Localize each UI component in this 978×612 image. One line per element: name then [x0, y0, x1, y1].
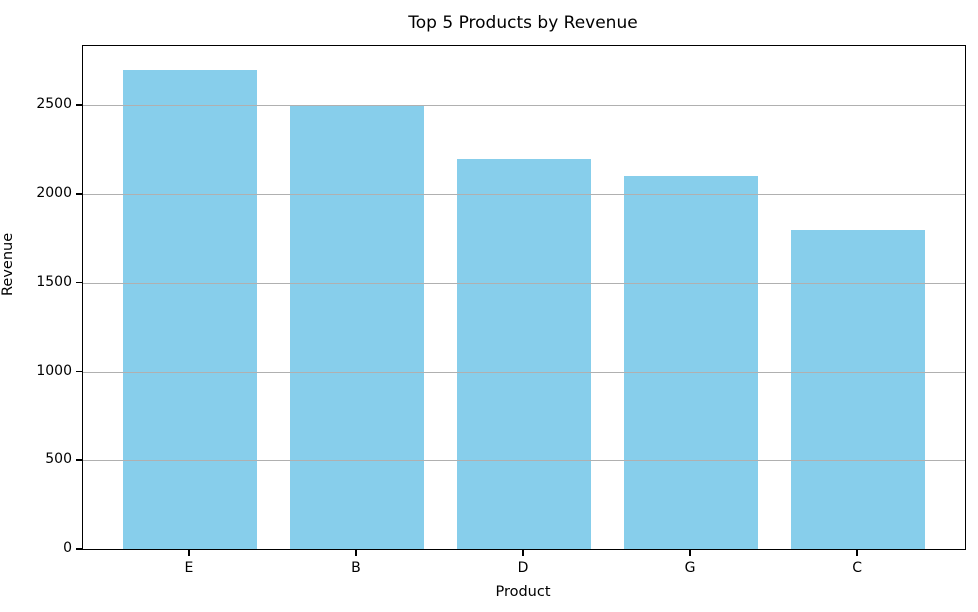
bar-C	[791, 229, 925, 549]
plot-area	[82, 45, 966, 550]
y-tick-mark	[76, 104, 82, 106]
x-tick-label-G: G	[684, 560, 696, 576]
x-tick-mark	[689, 549, 691, 556]
y-tick-label: 2000	[36, 185, 72, 202]
x-tick-mark	[355, 549, 357, 556]
gridline-y-1500	[83, 282, 965, 284]
bar-B	[290, 105, 424, 549]
y-tick-mark	[76, 459, 82, 461]
gridline-y-2000	[83, 194, 965, 196]
x-tick-mark	[188, 549, 190, 556]
gridline-y-2500	[83, 105, 965, 107]
gridline-y-500	[83, 460, 965, 462]
y-tick-mark	[76, 281, 82, 284]
x-tick-label-E: E	[184, 560, 194, 576]
chart-title: Top 5 Products by Revenue	[408, 13, 638, 33]
x-axis-label: Product	[495, 584, 551, 600]
y-tick-mark	[76, 548, 82, 550]
x-tick-mark	[522, 549, 524, 556]
x-tick-label-C: C	[852, 560, 862, 576]
y-tick-label: 1000	[36, 362, 72, 379]
y-tick-label: 500	[45, 451, 72, 468]
y-tick-label: 2500	[36, 96, 72, 113]
bar-G	[624, 176, 758, 549]
x-tick-mark	[856, 549, 858, 556]
y-tick-label: 0	[63, 540, 72, 556]
gridline-y-1000	[83, 371, 965, 373]
bar-E	[123, 69, 257, 549]
y-tick-mark	[76, 370, 82, 373]
y-tick-label: 1500	[36, 273, 72, 290]
y-tick-mark	[76, 193, 82, 195]
x-tick-label-D: D	[517, 560, 529, 576]
x-tick-label-B: B	[351, 560, 361, 576]
bar-D	[457, 158, 591, 549]
y-axis-label: Revenue	[0, 232, 16, 296]
